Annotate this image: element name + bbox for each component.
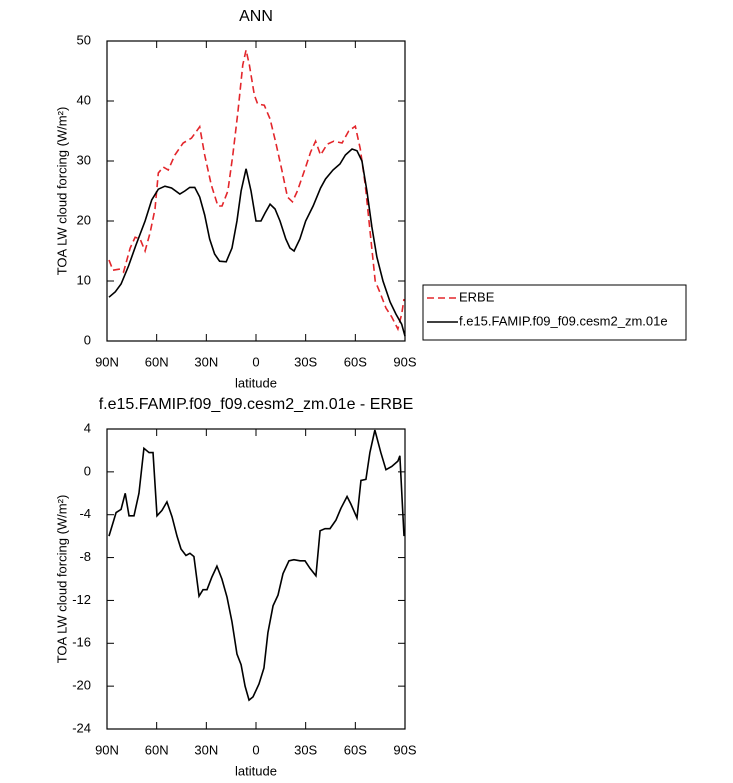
- x-tick-label: 90S: [393, 354, 416, 369]
- x-tick-label: 30N: [194, 742, 218, 757]
- y-tick-label: -24: [72, 720, 91, 735]
- x-tick-label: 90N: [95, 742, 119, 757]
- y-axis-label: TOA LW cloud forcing (W/m²): [54, 107, 69, 276]
- x-tick-label: 60N: [145, 742, 169, 757]
- x-tick-label: 60N: [145, 354, 169, 369]
- y-tick-label: -16: [72, 635, 91, 650]
- chart-title: f.e15.FAMIP.f09_f09.cesm2_zm.01e - ERBE: [99, 396, 414, 413]
- data-line: [108, 148, 406, 337]
- x-tick-label: 60S: [344, 742, 367, 757]
- x-tick-label: 30N: [194, 354, 218, 369]
- y-tick-label: 4: [84, 420, 91, 435]
- y-axis-label: TOA LW cloud forcing (W/m²): [54, 495, 69, 664]
- plot-frame: [106, 428, 406, 730]
- x-tick-label: 90N: [95, 354, 119, 369]
- x-tick-label: 90S: [393, 742, 416, 757]
- y-tick-label: 40: [77, 92, 91, 107]
- data-line: [108, 429, 405, 702]
- x-tick-label: 0: [252, 354, 259, 369]
- x-tick-label: 30S: [294, 354, 317, 369]
- y-tick-label: 20: [77, 212, 91, 227]
- x-axis-label: latitude: [235, 375, 277, 390]
- y-tick-label: 10: [77, 272, 91, 287]
- y-tick-label: -8: [79, 549, 91, 564]
- legend-label: f.e15.FAMIP.f09_f09.cesm2_zm.01e: [459, 313, 668, 328]
- x-axis-label: latitude: [235, 763, 277, 778]
- y-tick-label: -12: [72, 592, 91, 607]
- data-line: [108, 49, 405, 332]
- legend-box: [422, 284, 687, 341]
- y-tick-label: 0: [84, 463, 91, 478]
- y-tick-label: 50: [77, 32, 91, 47]
- y-tick-label: 0: [84, 332, 91, 347]
- y-tick-label: -20: [72, 678, 91, 693]
- chart-title: ANN: [239, 8, 273, 25]
- plot-frame: [106, 40, 406, 342]
- x-tick-label: 30S: [294, 742, 317, 757]
- y-tick-label: -4: [79, 506, 91, 521]
- x-tick-label: 60S: [344, 354, 367, 369]
- legend-label: ERBE: [459, 289, 495, 304]
- x-tick-label: 0: [252, 742, 259, 757]
- y-tick-label: 30: [77, 152, 91, 167]
